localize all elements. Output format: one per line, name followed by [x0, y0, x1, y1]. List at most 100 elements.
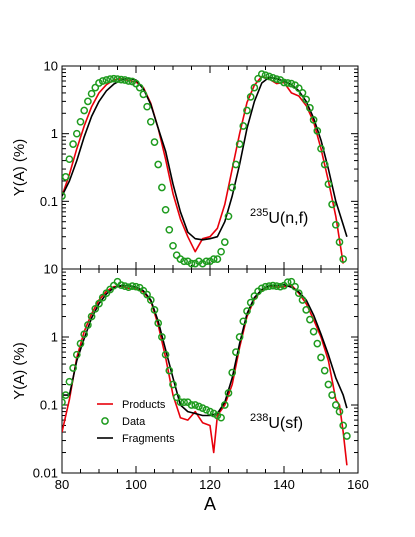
data-point: [228, 183, 237, 192]
series-area: [62, 70, 348, 268]
data-point: [239, 122, 248, 130]
x-tick-label: 120: [199, 477, 221, 492]
data-point: [331, 401, 340, 409]
fragments-curve: [62, 283, 348, 417]
data-point: [294, 84, 303, 93]
data-point: [272, 282, 281, 290]
data-point: [220, 238, 229, 246]
y-tick-label: 1: [51, 126, 58, 141]
data-point: [320, 160, 329, 169]
y-axis-label: Y(A) (%): [11, 139, 28, 197]
data-point: [209, 255, 218, 263]
data-point: [302, 95, 311, 104]
data-point: [106, 75, 114, 83]
data-point: [69, 364, 77, 372]
y-tick-label: 1: [51, 330, 58, 345]
data-point: [232, 348, 240, 356]
data-point: [217, 247, 225, 256]
data-point: [117, 281, 126, 289]
data-point: [161, 205, 170, 214]
data-point: [283, 278, 292, 287]
data-point: [269, 73, 277, 82]
data-point: [306, 315, 314, 324]
data-point: [146, 296, 155, 304]
data-point: [291, 282, 299, 291]
data-point: [280, 78, 288, 87]
data-point: [339, 255, 348, 263]
data-point: [302, 306, 311, 314]
data-point: [272, 75, 281, 83]
data-point: [62, 192, 66, 200]
data-point: [65, 155, 74, 164]
data-point: [95, 299, 103, 308]
data-point: [158, 333, 166, 341]
data-point: [324, 380, 333, 389]
series-area: [62, 277, 351, 466]
data-point: [202, 257, 211, 266]
data-point: [235, 140, 244, 148]
data-point: [206, 407, 214, 416]
data-point: [328, 391, 336, 399]
legend-label: Data: [122, 416, 146, 428]
data-point: [294, 289, 303, 298]
data-point: [158, 183, 166, 192]
data-point: [121, 76, 129, 84]
data-point: [143, 290, 151, 299]
data-point: [217, 413, 225, 422]
data-point: [257, 284, 266, 293]
data-point: [224, 212, 233, 221]
data-point: [80, 106, 89, 115]
data-point: [132, 282, 140, 291]
data-point: [246, 298, 255, 307]
data-point: [298, 296, 307, 304]
data-point: [113, 75, 122, 83]
data-point: [195, 402, 203, 411]
data-point: [287, 79, 296, 88]
data-point: [254, 74, 262, 83]
isotope-annotation: 235U(n,f): [250, 207, 308, 227]
data-point: [246, 93, 255, 101]
data-point: [109, 74, 118, 83]
data-point: [309, 116, 318, 124]
data-point: [232, 160, 240, 169]
data-point: [154, 319, 163, 327]
data-point: [220, 401, 229, 409]
data-point: [161, 350, 170, 359]
data-point: [320, 366, 329, 375]
x-axis-label: A: [204, 494, 216, 514]
data-point: [243, 106, 251, 115]
data-point: [306, 104, 314, 112]
legend-marker: [101, 417, 109, 425]
data-point: [62, 398, 66, 407]
data-point: [169, 241, 177, 250]
data-point: [287, 277, 296, 286]
data-point: [335, 407, 344, 416]
data-point: [65, 377, 74, 386]
data-point: [228, 368, 237, 377]
data-point: [235, 333, 244, 341]
data-point: [324, 180, 333, 188]
data-point: [172, 393, 181, 402]
y-tick-label: 10: [44, 262, 58, 277]
data-point: [328, 200, 336, 209]
data-point: [176, 398, 185, 407]
data-point: [76, 117, 85, 126]
data-point: [165, 225, 174, 234]
y-tick-label: 0.1: [40, 398, 58, 413]
data-point: [84, 321, 92, 329]
data-point: [209, 409, 218, 418]
data-point: [213, 255, 222, 263]
data-point: [198, 404, 207, 412]
data-point: [265, 282, 274, 290]
data-point: [124, 77, 133, 85]
data-point: [98, 293, 107, 302]
plot-frame: [61, 268, 359, 474]
data-point: [202, 405, 211, 414]
data-point: [331, 220, 340, 229]
data-point: [276, 282, 285, 291]
data-point: [124, 283, 133, 292]
data-point: [135, 83, 144, 92]
data-point: [224, 389, 233, 397]
